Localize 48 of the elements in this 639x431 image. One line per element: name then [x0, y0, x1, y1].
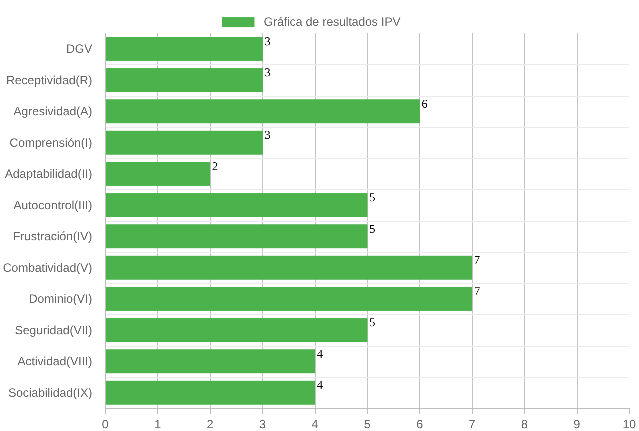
bar: [106, 380, 316, 405]
x-tick-label: 2: [206, 418, 214, 431]
data-label: 4: [317, 346, 324, 361]
bar: [106, 100, 420, 124]
data-label: 4: [317, 378, 324, 392]
legend-label: Gráfica de resultados IPV: [264, 15, 401, 29]
data-label: 3: [264, 66, 271, 80]
data-label: 5: [370, 190, 376, 205]
y-tick-label: Seguridad(VII): [15, 323, 93, 338]
y-tick-label: Autocontrol(III): [14, 198, 93, 212]
data-label: 7: [474, 284, 480, 298]
y-tick-label: Sociabilidad(IX): [8, 386, 93, 400]
data-label: 5: [370, 222, 376, 236]
data-label: 7: [474, 253, 480, 268]
data-label: 5: [370, 316, 376, 330]
x-tick-label: 8: [521, 418, 528, 431]
x-tick-label: 9: [574, 418, 581, 431]
bar: [106, 318, 368, 342]
bar: [106, 287, 473, 312]
y-tick-label: Comprensión(I): [10, 136, 93, 150]
y-tick-label: Receptividad(R): [6, 73, 93, 88]
bar: [106, 224, 368, 249]
x-tick-label: 7: [468, 418, 476, 431]
data-label: 2: [212, 159, 218, 174]
y-tick-label: Actividad(VIII): [18, 354, 93, 369]
y-tick-label: Agresividad(A): [14, 104, 93, 119]
bar: [106, 37, 263, 62]
x-tick-label: 1: [154, 418, 162, 431]
y-tick-label: Frustración(IV): [13, 230, 93, 244]
y-tick-label: Combatividad(V): [3, 260, 93, 275]
x-tick-label: 0: [102, 418, 110, 431]
y-tick-label: Adaptabilidad(II): [5, 167, 93, 182]
bar: [106, 256, 473, 280]
data-label: 6: [422, 96, 428, 111]
data-label: 3: [264, 128, 271, 142]
y-tick-label: Dominio(VI): [29, 292, 93, 306]
x-tick-label: 4: [312, 418, 319, 431]
x-tick-label: 5: [364, 418, 372, 431]
bar: [106, 130, 263, 155]
bar: [106, 162, 211, 186]
x-tick-label: 6: [416, 418, 424, 431]
x-tick-label: 3: [259, 418, 266, 431]
data-label: 3: [264, 34, 271, 48]
x-tick-label: 10: [622, 418, 636, 431]
bar: [106, 193, 368, 218]
bar: [106, 68, 263, 92]
y-tick-label: DGV: [66, 42, 93, 56]
bar: [106, 350, 316, 374]
